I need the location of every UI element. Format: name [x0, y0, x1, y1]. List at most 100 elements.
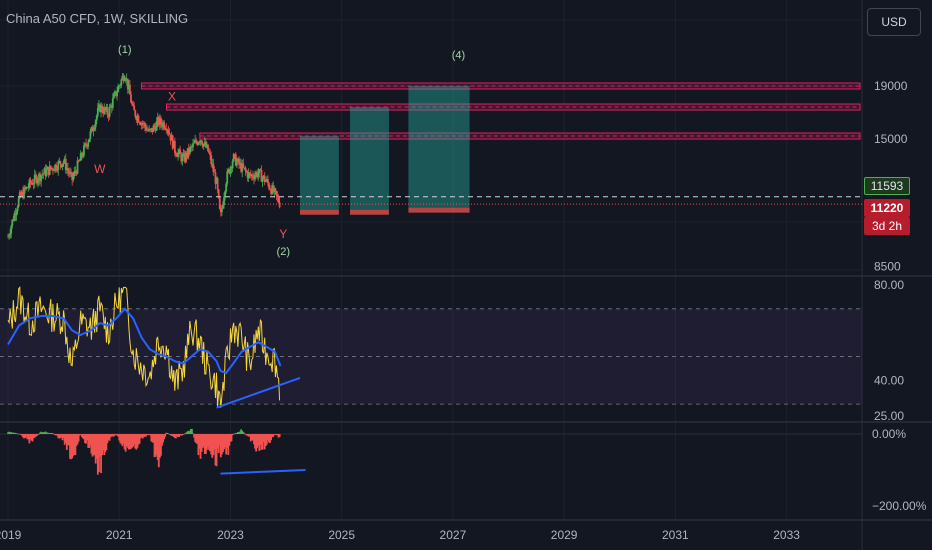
candle-body [246, 171, 249, 178]
candle-body [182, 153, 185, 156]
oscillator-bar [155, 434, 158, 455]
oscillator-bar [150, 434, 153, 442]
candle-body [138, 122, 141, 124]
oscillator-bar [56, 434, 59, 436]
candle-body [241, 163, 244, 172]
corrective-label: Y [279, 227, 287, 241]
oscillator-bar [21, 434, 23, 436]
oscillator-bar [165, 432, 168, 434]
candle-body [244, 167, 247, 171]
candle-body [44, 168, 47, 176]
oscillator-bar [132, 434, 135, 447]
oscillator-bar [269, 434, 271, 443]
candle-body [145, 126, 147, 131]
corrective-label: X [168, 90, 176, 104]
candle-body [114, 91, 116, 95]
candle-body [60, 164, 63, 167]
oscillator-bar [216, 434, 219, 449]
price-axis-label: 19000 [874, 79, 908, 93]
oscillator-bar [79, 434, 82, 435]
oscillator-bar [10, 432, 13, 434]
oscillator-bar [89, 434, 92, 446]
oscillator-bar [14, 432, 17, 434]
candle-body [154, 126, 157, 131]
oscillator-bar [225, 434, 228, 455]
oscillator-bar [109, 434, 112, 438]
candle-body [268, 183, 270, 189]
rsi-divergence-line [216, 376, 301, 409]
candle-body [35, 176, 38, 184]
candle-body [76, 160, 79, 174]
candle-body [194, 140, 197, 143]
oscillator-bar [78, 434, 81, 436]
oscillator-bar [162, 434, 164, 443]
currency-selector-button[interactable]: USD [867, 8, 921, 36]
candle-body [71, 172, 74, 180]
candle-body [254, 175, 256, 180]
oscillator-bar [37, 434, 39, 435]
candle-body [91, 127, 94, 132]
oscillator-bar [17, 433, 20, 435]
candle-body [258, 169, 261, 174]
candle-body [162, 122, 164, 127]
oscillator-bar [180, 434, 183, 436]
oscillator-bar [114, 434, 116, 436]
candle-body [39, 173, 41, 182]
oscillator-bar [11, 432, 14, 434]
oscillator-bar [242, 432, 245, 434]
candle-body [93, 127, 96, 130]
oscillator-bar [220, 434, 223, 455]
oscillator-bar [100, 434, 102, 474]
oscillator-bar [168, 434, 171, 435]
oscillator-bar [40, 431, 43, 434]
candle-body [21, 191, 23, 196]
candle-body [169, 134, 172, 141]
oscillator-bar [134, 434, 137, 449]
oscillator-bar [43, 432, 46, 434]
candle-body [147, 129, 150, 131]
oscillator-bar [71, 434, 74, 459]
candle-body [203, 141, 206, 144]
candle-body [188, 147, 191, 154]
candle-body [120, 79, 123, 85]
oscillator-bar [145, 434, 147, 437]
oscillator-bar [48, 433, 51, 434]
candle-body [248, 172, 251, 174]
candle-body [49, 165, 52, 169]
oscillator-bar [262, 434, 265, 443]
oscillator-bar [148, 434, 151, 435]
oscillator-bar [158, 434, 161, 458]
oscillator-bar [219, 434, 222, 458]
candle-body [180, 153, 183, 162]
candle-body [189, 146, 192, 148]
candle-body [215, 178, 218, 184]
candle-body [266, 179, 269, 184]
oscillator-bar [211, 434, 214, 458]
candle-body [218, 197, 221, 209]
symbol-title: China A50 CFD, 1W, SKILLING [6, 11, 189, 26]
candle-body [79, 153, 82, 161]
oscillator-bar [29, 434, 32, 440]
oscillator-bar [49, 432, 52, 434]
oscillator-bar [85, 434, 87, 444]
candle-body [192, 143, 194, 147]
candle-body [240, 162, 243, 172]
candle-body [52, 168, 54, 171]
candle-body [277, 196, 280, 203]
candle-body [219, 208, 222, 213]
candle-body [151, 128, 154, 132]
oscillator-bar [66, 434, 69, 445]
candle-body [224, 191, 227, 198]
candle-body [220, 208, 223, 213]
oscillator-bar [176, 434, 178, 437]
candle-body [45, 169, 48, 176]
oscillator-bar [34, 434, 37, 437]
oscillator-bar [55, 434, 58, 436]
candle-body [273, 188, 276, 193]
candle-body [15, 211, 18, 216]
candle-body [207, 144, 209, 152]
candle-body [64, 158, 67, 170]
candle-body [177, 152, 179, 157]
